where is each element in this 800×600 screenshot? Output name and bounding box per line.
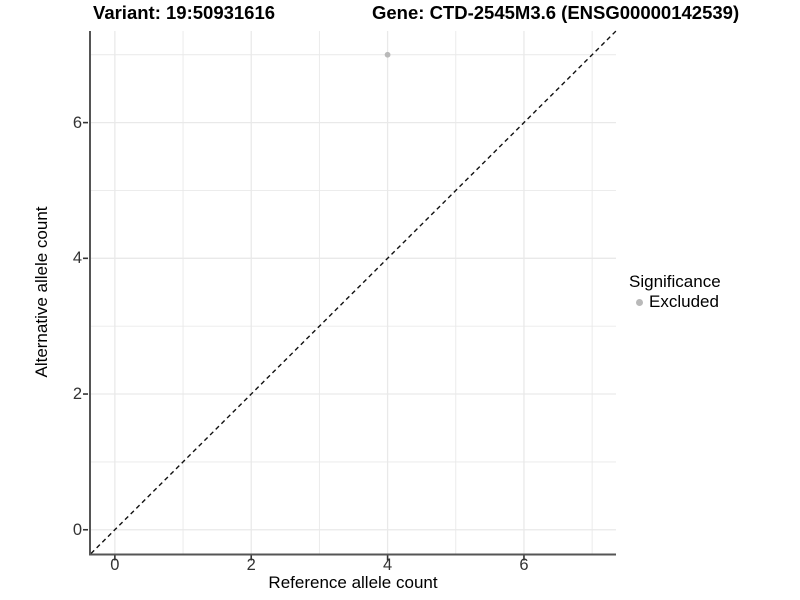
legend: Significance Excluded xyxy=(629,272,721,312)
y-tick-label: 0 xyxy=(72,520,82,539)
x-tick-label: 0 xyxy=(110,556,120,574)
y-tick-label: 4 xyxy=(72,249,82,268)
x-tick-label: 4 xyxy=(382,556,393,574)
legend-item-label: Excluded xyxy=(649,292,719,311)
legend-key-dot xyxy=(636,298,643,306)
x-tick-label: 2 xyxy=(246,556,256,574)
plot-title-variant: Variant: 19:50931616 xyxy=(93,2,276,23)
data-point xyxy=(384,51,391,58)
plot-title-gene: Gene: CTD-2545M3.6 (ENSG00000142539) xyxy=(372,2,740,23)
y-tick-label: 2 xyxy=(72,385,82,404)
identity-line xyxy=(90,30,617,554)
legend-item: Excluded xyxy=(629,292,721,312)
y-axis-title: Alternative allele count xyxy=(32,206,51,378)
y-tick-label: 6 xyxy=(72,113,82,132)
legend-title: Significance xyxy=(629,272,721,291)
x-tick-label: 6 xyxy=(519,556,529,574)
x-axis-title: Reference allele count xyxy=(268,573,438,592)
